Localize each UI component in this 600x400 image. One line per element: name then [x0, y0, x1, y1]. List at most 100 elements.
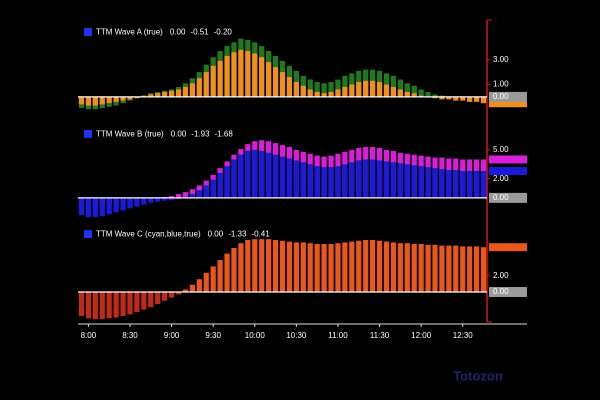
- bar: [78, 197, 85, 216]
- legend-value: 0.00: [171, 130, 187, 139]
- bar: [370, 80, 376, 97]
- bar: [383, 161, 390, 198]
- legend-value: -0.20: [214, 28, 233, 37]
- bar: [363, 80, 369, 97]
- bar: [266, 152, 272, 198]
- legend-swatch: [84, 28, 92, 36]
- bar: [155, 93, 161, 97]
- bar: [148, 292, 154, 308]
- bar: [418, 244, 424, 292]
- bar: [342, 164, 348, 198]
- bar: [328, 244, 334, 292]
- bar: [286, 77, 293, 97]
- x-tick-label: 12:00: [411, 331, 432, 340]
- bar: [460, 96, 466, 101]
- bar: [349, 162, 355, 198]
- bar: [293, 242, 299, 292]
- bar: [390, 86, 397, 97]
- bar: [460, 171, 466, 198]
- x-tick-label: 11:30: [370, 331, 390, 340]
- y-tick-box: [489, 287, 527, 297]
- bar: [342, 242, 348, 292]
- bar: [259, 239, 265, 292]
- x-tick-label: 12:30: [453, 331, 474, 340]
- bar: [328, 167, 334, 198]
- bar: [238, 49, 244, 97]
- bar: [404, 83, 410, 97]
- bar: [480, 96, 487, 104]
- bar: [356, 240, 362, 292]
- bar: [266, 62, 272, 97]
- bar: [328, 82, 334, 97]
- last-value-box: [489, 167, 527, 175]
- bar: [85, 292, 91, 319]
- bar: [272, 154, 279, 198]
- bar: [113, 197, 119, 213]
- bar: [92, 96, 98, 106]
- x-tick-label: 10:00: [245, 331, 266, 340]
- bar: [453, 245, 459, 292]
- bar: [162, 197, 168, 201]
- y-tick-label: 2.00: [493, 271, 509, 280]
- bar: [390, 75, 397, 97]
- bar: [217, 60, 223, 97]
- bar: [480, 247, 487, 292]
- bar: [168, 292, 175, 298]
- bar: [397, 243, 403, 292]
- bar: [217, 260, 223, 292]
- bar: [432, 94, 438, 97]
- legend-value: -1.68: [215, 130, 234, 139]
- bar: [411, 244, 417, 292]
- bar: [446, 96, 452, 100]
- bar: [189, 189, 195, 198]
- y-tick-label: 2.00: [493, 174, 509, 183]
- bar: [168, 197, 175, 200]
- bar: [231, 248, 237, 292]
- bar: [106, 96, 112, 104]
- y-tick-label: 0.00: [493, 193, 509, 202]
- bar: [349, 84, 355, 97]
- bar: [370, 240, 376, 292]
- bar: [134, 292, 140, 312]
- bar: [342, 75, 348, 97]
- bar: [376, 160, 383, 198]
- bar: [314, 82, 320, 97]
- bar: [106, 197, 112, 215]
- y-tick-box: [489, 192, 527, 203]
- bar: [245, 240, 251, 292]
- y-tick-label: 1.00: [493, 80, 509, 89]
- y-tick-label: 0.00: [493, 92, 509, 101]
- bar: [432, 168, 438, 198]
- bar: [99, 292, 105, 320]
- bar: [85, 197, 91, 218]
- bar: [342, 86, 348, 97]
- bar: [321, 167, 327, 198]
- bar: [411, 93, 417, 97]
- bar: [404, 91, 410, 97]
- bar: [328, 91, 334, 97]
- bar: [446, 170, 452, 198]
- bar: [175, 292, 182, 295]
- bar: [411, 165, 417, 198]
- bar: [293, 82, 299, 97]
- bar: [363, 240, 369, 292]
- bar: [404, 243, 410, 292]
- x-tick-label: 10:30: [286, 331, 307, 340]
- last-value-box: [489, 99, 527, 108]
- bar: [259, 150, 265, 198]
- bar: [335, 89, 341, 97]
- bar: [238, 154, 244, 198]
- bar: [168, 90, 175, 97]
- y-tick-box: [489, 91, 527, 102]
- bar: [189, 194, 195, 198]
- x-tick-label: 9:30: [205, 331, 221, 340]
- bar: [376, 82, 383, 97]
- bar: [162, 91, 168, 97]
- bar: [390, 242, 397, 292]
- bar: [314, 91, 320, 97]
- bar: [397, 79, 403, 97]
- last-value-box: [489, 155, 527, 164]
- bar: [418, 89, 424, 97]
- legend-value: -0.41: [251, 230, 270, 239]
- bar: [425, 91, 431, 97]
